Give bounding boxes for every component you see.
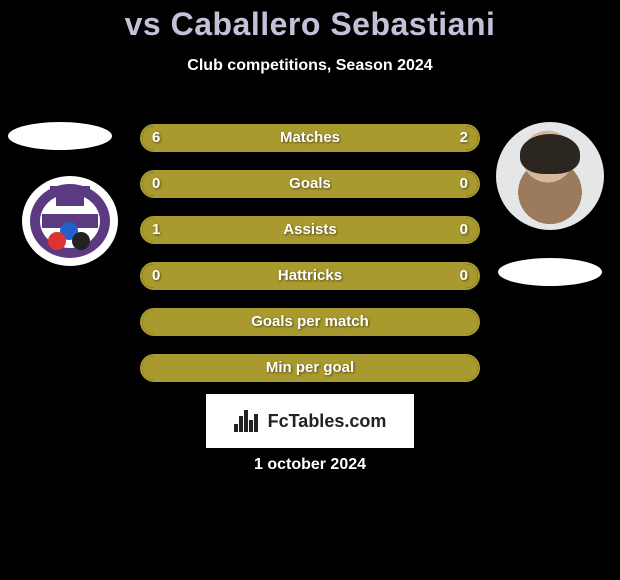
stat-row: Matches6 2 bbox=[140, 124, 480, 152]
stat-row: Goals0 0 bbox=[140, 170, 480, 198]
stat-row: Hattricks0 0 bbox=[140, 262, 480, 290]
page-title: vs Caballero Sebastiani bbox=[0, 0, 620, 43]
stat-label: Goals bbox=[142, 172, 478, 198]
branding-badge: FcTables.com bbox=[206, 394, 414, 448]
club-crest-icon bbox=[22, 176, 118, 266]
page-subtitle: Club competitions, Season 2024 bbox=[0, 57, 620, 75]
infographic-date: 1 october 2024 bbox=[0, 456, 620, 474]
stat-value-right: 0 bbox=[460, 264, 468, 290]
stat-row: Assists1 0 bbox=[140, 216, 480, 244]
right-club-placeholder bbox=[498, 258, 602, 286]
stat-value-left: 0 bbox=[152, 264, 160, 290]
stat-label: Assists bbox=[142, 218, 478, 244]
stat-label: Goals per match bbox=[142, 310, 478, 336]
stat-label: Matches bbox=[142, 126, 478, 152]
branding-text: FcTables.com bbox=[268, 411, 387, 432]
stat-value-right: 0 bbox=[460, 218, 468, 244]
left-player-placeholder bbox=[8, 122, 112, 150]
stat-value-left: 0 bbox=[152, 172, 160, 198]
right-player-avatar bbox=[496, 122, 604, 230]
stat-value-left: 6 bbox=[152, 126, 160, 152]
stat-row: Min per goal bbox=[140, 354, 480, 382]
stat-value-left: 1 bbox=[152, 218, 160, 244]
branding-chart-icon bbox=[234, 410, 262, 432]
stat-label: Hattricks bbox=[142, 264, 478, 290]
stat-value-right: 0 bbox=[460, 172, 468, 198]
stat-row: Goals per match bbox=[140, 308, 480, 336]
stat-value-right: 2 bbox=[460, 126, 468, 152]
stat-label: Min per goal bbox=[142, 356, 478, 382]
stats-panel: Matches62Goals00Assists10Hattricks00Goal… bbox=[140, 124, 480, 400]
